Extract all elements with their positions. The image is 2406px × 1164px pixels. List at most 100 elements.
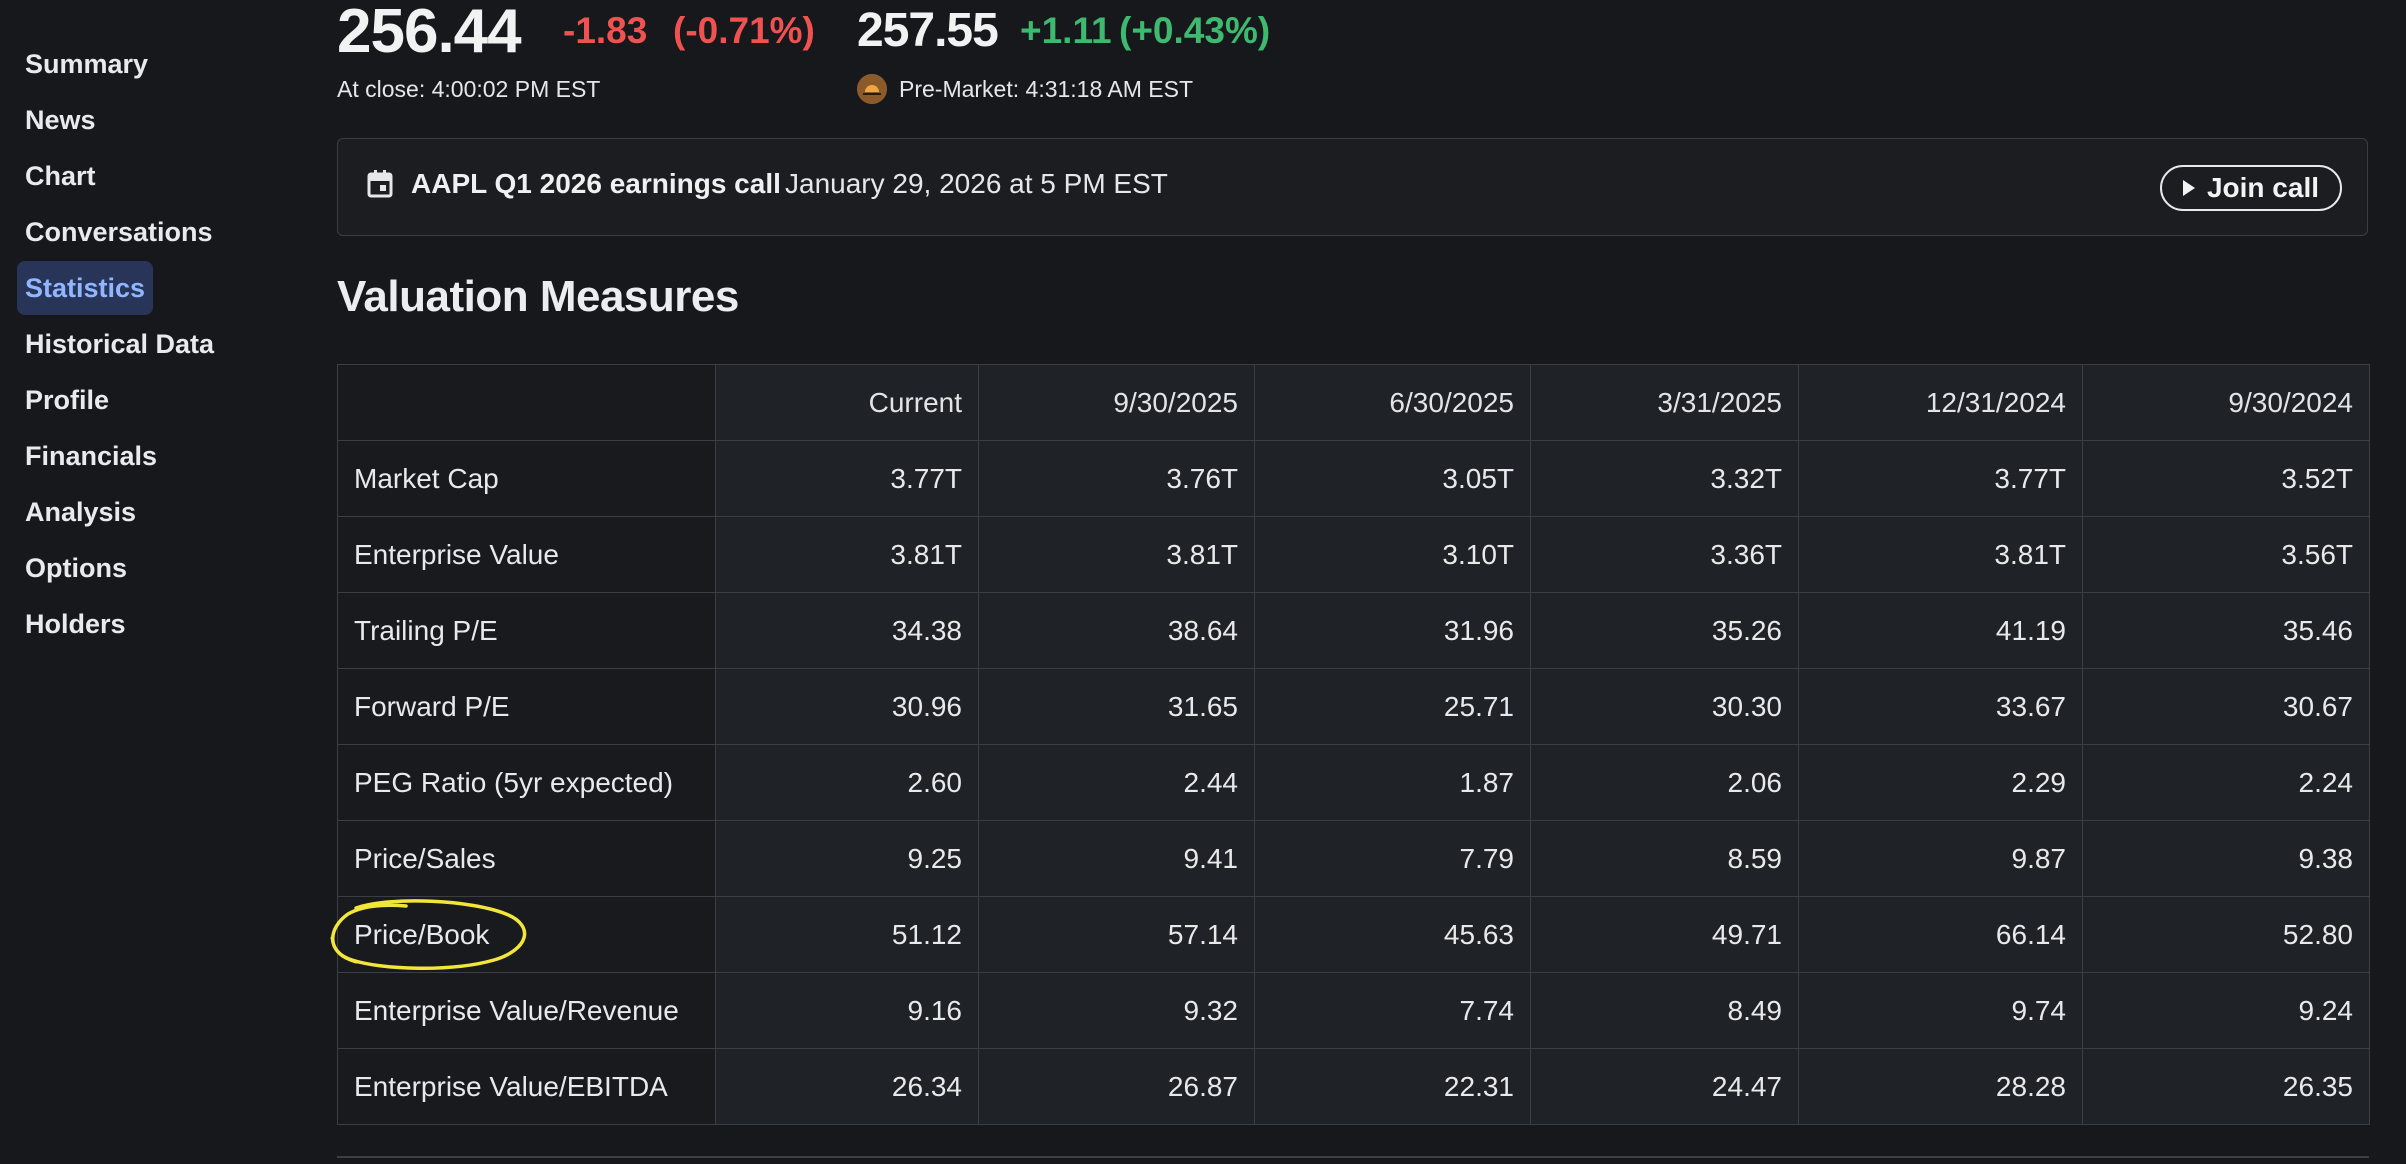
table-cell: 30.30 xyxy=(1530,668,1799,745)
table-cell: 9.38 xyxy=(2082,820,2370,897)
row-label: Trailing P/E xyxy=(337,592,716,669)
table-cell: 8.49 xyxy=(1530,972,1799,1049)
sidebar-item-news[interactable]: News xyxy=(25,105,96,135)
row-label: Enterprise Value/Revenue xyxy=(337,972,716,1049)
table-cell: 57.14 xyxy=(978,896,1255,973)
premarket-change-percent: (+0.43%) xyxy=(1119,10,1271,51)
column-header: 12/31/2024 xyxy=(1798,364,2083,441)
sidebar-item-statistics[interactable]: Statistics xyxy=(17,261,154,315)
divider xyxy=(337,1156,2369,1158)
table-cell: 26.87 xyxy=(978,1048,1255,1125)
table-cell: 3.77T xyxy=(1798,440,2083,517)
row-label: PEG Ratio (5yr expected) xyxy=(337,744,716,821)
table-cell: 2.60 xyxy=(715,744,979,821)
table-cell: 38.64 xyxy=(978,592,1255,669)
table-cell: 34.38 xyxy=(715,592,979,669)
section-title: Valuation Measures xyxy=(337,272,739,321)
table-cell: 3.05T xyxy=(1254,440,1531,517)
earnings-call-date: January 29, 2026 at 5 PM EST xyxy=(785,168,1168,199)
sidebar-item-summary[interactable]: Summary xyxy=(25,49,149,79)
table-cell: 30.96 xyxy=(715,668,979,745)
table-cell: 3.81T xyxy=(978,516,1255,593)
table-cell: 3.56T xyxy=(2082,516,2370,593)
earnings-call-title: AAPL Q1 2026 earnings call xyxy=(411,168,781,199)
sidebar-nav: Summary News Chart Conversations Statist… xyxy=(0,0,300,1164)
table-cell: 8.59 xyxy=(1530,820,1799,897)
table-row: Market Cap 3.77T 3.76T 3.05T 3.32T 3.77T 3.52T xyxy=(337,440,2370,517)
table-cell: 2.24 xyxy=(2082,744,2370,821)
column-header: 3/31/2025 xyxy=(1530,364,1799,441)
sidebar-item-conversations[interactable]: Conversations xyxy=(25,217,213,247)
table-cell: 2.29 xyxy=(1798,744,2083,821)
table-cell: 3.76T xyxy=(978,440,1255,517)
row-label: Enterprise Value xyxy=(337,516,716,593)
table-cell: 2.06 xyxy=(1530,744,1799,821)
table-cell: 3.81T xyxy=(715,516,979,593)
sidebar-item-financials[interactable]: Financials xyxy=(25,441,158,471)
table-cell: 26.35 xyxy=(2082,1048,2370,1125)
close-price: 256.44 xyxy=(337,0,522,66)
sunrise-icon xyxy=(857,74,887,104)
table-cell: 30.67 xyxy=(2082,668,2370,745)
table-cell: 3.52T xyxy=(2082,440,2370,517)
row-label: Price/Sales xyxy=(337,820,716,897)
table-cell: 9.87 xyxy=(1798,820,2083,897)
row-label: Forward P/E xyxy=(337,668,716,745)
table-cell: 9.32 xyxy=(978,972,1255,1049)
table-cell: 7.79 xyxy=(1254,820,1531,897)
close-change: -1.83 xyxy=(563,10,648,51)
sidebar-item-chart[interactable]: Chart xyxy=(25,161,96,191)
table-cell: 51.12 xyxy=(715,896,979,973)
table-row: Enterprise Value/Revenue 9.16 9.32 7.74 8.49… xyxy=(337,972,2370,1049)
sidebar-item-holders[interactable]: Holders xyxy=(25,609,126,639)
table-cell: 66.14 xyxy=(1798,896,2083,973)
close-change-percent: (-0.71%) xyxy=(673,10,815,51)
column-header: 6/30/2025 xyxy=(1254,364,1531,441)
sidebar-item-historical-data[interactable]: Historical Data xyxy=(25,329,215,359)
table-cell: 24.47 xyxy=(1530,1048,1799,1125)
table-row: Price/Sales 9.25 9.41 7.79 8.59 9.87 9.38 xyxy=(337,820,2370,897)
table-cell: 26.34 xyxy=(715,1048,979,1125)
premarket-change: +1.11 xyxy=(1020,10,1112,51)
table-cell: 3.81T xyxy=(1798,516,2083,593)
table-cell: 9.24 xyxy=(2082,972,2370,1049)
table-row: Price/Book 51.12 57.14 45.63 49.71 66.14 52.80 xyxy=(337,896,2370,973)
row-label: Market Cap xyxy=(337,440,716,517)
column-header xyxy=(337,364,716,441)
close-time: At close: 4:00:02 PM EST xyxy=(337,76,601,102)
row-label: Price/Book xyxy=(337,896,716,973)
table-cell: 33.67 xyxy=(1798,668,2083,745)
join-call-button[interactable]: Join call xyxy=(2160,165,2342,211)
join-call-label: Join call xyxy=(2206,172,2320,203)
table-cell: 7.74 xyxy=(1254,972,1531,1049)
row-label: Enterprise Value/EBITDA xyxy=(337,1048,716,1125)
table-cell: 3.36T xyxy=(1530,516,1799,593)
table-cell: 3.77T xyxy=(715,440,979,517)
valuation-measures-table: Current 9/30/2025 6/30/2025 3/31/2025 12… xyxy=(337,364,2370,1125)
table-cell: 52.80 xyxy=(2082,896,2370,973)
table-cell: 9.16 xyxy=(715,972,979,1049)
table-row: Enterprise Value 3.81T 3.81T 3.10T 3.36T 3.81… xyxy=(337,516,2370,593)
sidebar-item-analysis[interactable]: Analysis xyxy=(25,497,137,527)
table-cell: 45.63 xyxy=(1254,896,1531,973)
table-cell: 1.87 xyxy=(1254,744,1531,821)
valuation-table-wrapper: Current 9/30/2025 6/30/2025 3/31/2025 12… xyxy=(337,364,2370,1125)
table-cell: 31.96 xyxy=(1254,592,1531,669)
table-cell: 31.65 xyxy=(978,668,1255,745)
table-row: Forward P/E 30.96 31.65 25.71 30.30 33.67 30.6… xyxy=(337,668,2370,745)
sidebar-item-options[interactable]: Options xyxy=(25,553,127,583)
table-cell: 22.31 xyxy=(1254,1048,1531,1125)
table-cell: 3.10T xyxy=(1254,516,1531,593)
calendar-icon xyxy=(366,169,394,199)
table-cell: 9.25 xyxy=(715,820,979,897)
earnings-call-banner: AAPL Q1 2026 earnings call January 29, 2… xyxy=(337,138,2368,236)
table-cell: 2.44 xyxy=(978,744,1255,821)
column-header: 9/30/2024 xyxy=(2082,364,2370,441)
column-header: Current xyxy=(715,364,979,441)
table-cell: 3.32T xyxy=(1530,440,1799,517)
table-cell: 9.41 xyxy=(978,820,1255,897)
table-row: PEG Ratio (5yr expected) 2.60 2.44 1.87 2.06… xyxy=(337,744,2370,821)
sidebar-item-profile[interactable]: Profile xyxy=(25,385,110,415)
premarket-price: 257.55 xyxy=(857,4,999,57)
